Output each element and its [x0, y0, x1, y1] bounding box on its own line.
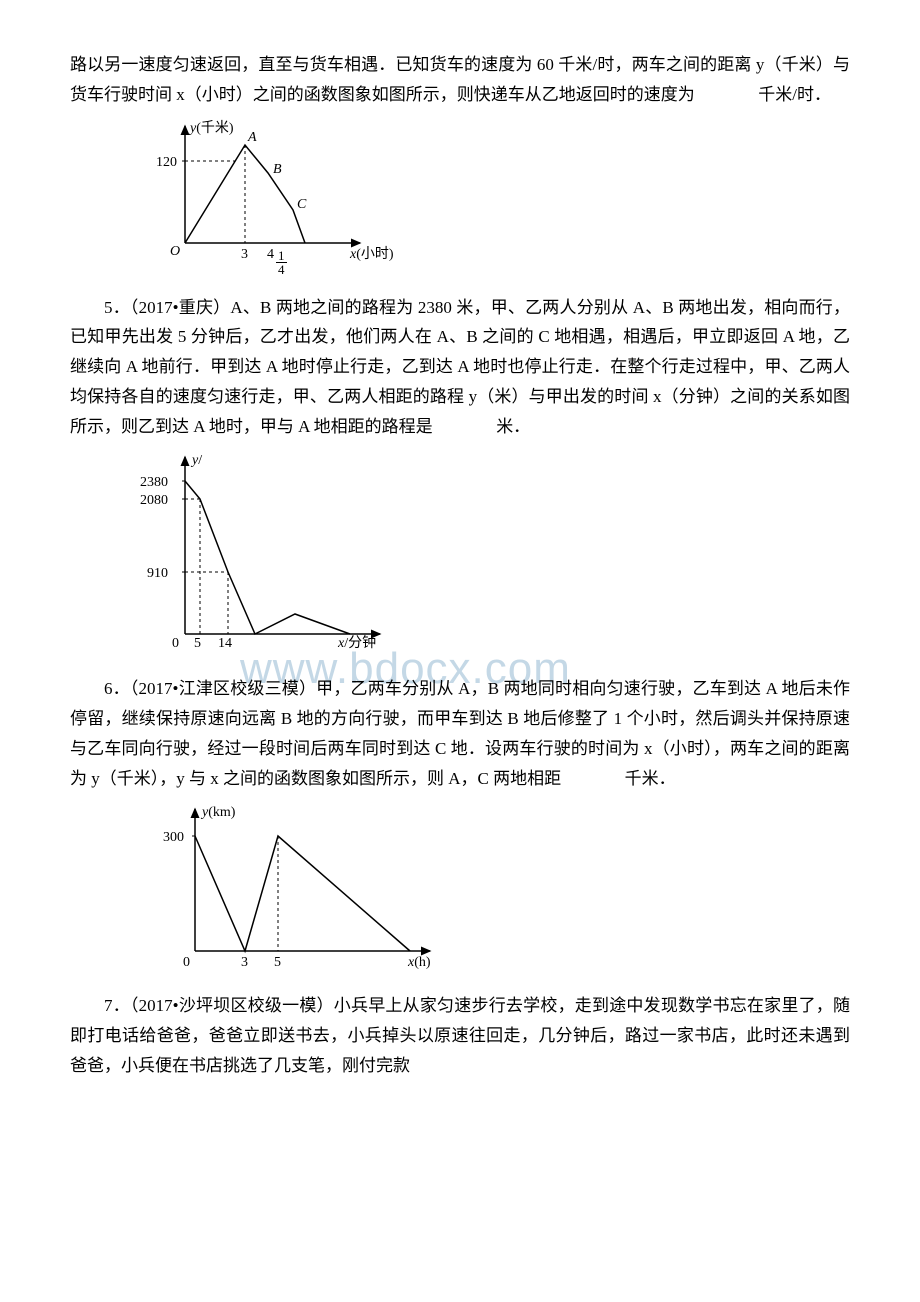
p5-y-2380: 2380 [140, 475, 168, 490]
p5-src: （2017•重庆） [130, 298, 230, 317]
chart-p4-svg: 120 A B C 3 4 1 4 O y(千米) [150, 118, 400, 278]
p4-suffix: 千米/时． [758, 85, 831, 104]
p4-label-A: A [247, 130, 257, 145]
p6-x-3: 3 [241, 955, 248, 970]
p4-label-B: B [273, 162, 282, 177]
p6-ylabel: y(km) [200, 805, 236, 820]
p7-src: （2017•沙坪坝区校级一模） [130, 996, 334, 1015]
p4-xtick-3: 3 [241, 247, 248, 262]
p6-src: （2017•江津区校级三模） [130, 679, 316, 698]
p6-origin: 0 [183, 955, 190, 970]
problem-6-text: 6．（2017•江津区校级三模）甲，乙两车分别从 A，B 两地同时相向匀速行驶，… [70, 674, 850, 793]
content-wrapper: 路以另一速度匀速返回，直至与货车相遇．已知货车的速度为 60 千米/时，两车之间… [70, 50, 850, 1081]
chart-p6: 300 3 5 0 y(km) x(h) [150, 801, 850, 976]
p5-num: 5． [104, 298, 130, 317]
p5-prefix: A、B 两地之间的路程为 2380 米，甲、乙两人分别从 A、B 两地出发，相向… [70, 298, 850, 436]
p4-frac-whole: 4 [267, 247, 274, 262]
p6-y-300: 300 [163, 830, 184, 845]
p4-frac-den: 4 [276, 262, 287, 275]
p5-y-910: 910 [147, 566, 168, 581]
p5-suffix: 米． [496, 417, 530, 436]
problem-4-text: 路以另一速度匀速返回，直至与货车相遇．已知货车的速度为 60 千米/时，两车之间… [70, 50, 850, 110]
problem-7-text: 7．（2017•沙坪坝区校级一模）小兵早上从家匀速步行去学校，走到途中发现数学书… [70, 991, 850, 1080]
p4-ytick-120: 120 [156, 155, 177, 170]
p5-origin: 0 [172, 636, 179, 651]
p4-label-C: C [297, 197, 307, 212]
p7-num: 7． [104, 996, 130, 1015]
chart-p5-svg: 2380 2080 910 5 14 0 y/ x/分钟 [120, 449, 405, 659]
chart-p5: 2380 2080 910 5 14 0 y/ x/分钟 [120, 449, 850, 659]
p4-prefix: 路以另一速度匀速返回，直至与货车相遇．已知货车的速度为 60 千米/时，两车之间… [70, 55, 850, 104]
p4-xlabel: x(小时) [349, 246, 394, 262]
p5-x-5: 5 [194, 636, 201, 651]
p6-num: 6． [104, 679, 130, 698]
p5-ylabel: y/ [190, 453, 202, 468]
p4-fraction: 1 4 [276, 248, 287, 275]
p6-suffix: 千米． [625, 769, 676, 788]
p5-xlabel: x/分钟 [337, 634, 376, 651]
p6-xlabel: x(h) [407, 955, 431, 970]
p5-y-2080: 2080 [140, 493, 168, 508]
chart-p4: 120 A B C 3 4 1 4 O y(千米) [150, 118, 850, 278]
chart-p6-svg: 300 3 5 0 y(km) x(h) [150, 801, 450, 976]
p4-ylabel: y(千米) [188, 120, 234, 136]
p6-x-5: 5 [274, 955, 281, 970]
problem-5-text: 5．（2017•重庆）A、B 两地之间的路程为 2380 米，甲、乙两人分别从 … [70, 293, 850, 442]
p4-origin: O [170, 244, 180, 259]
p4-frac-num: 1 [276, 248, 287, 262]
p5-x-14: 14 [218, 636, 232, 651]
